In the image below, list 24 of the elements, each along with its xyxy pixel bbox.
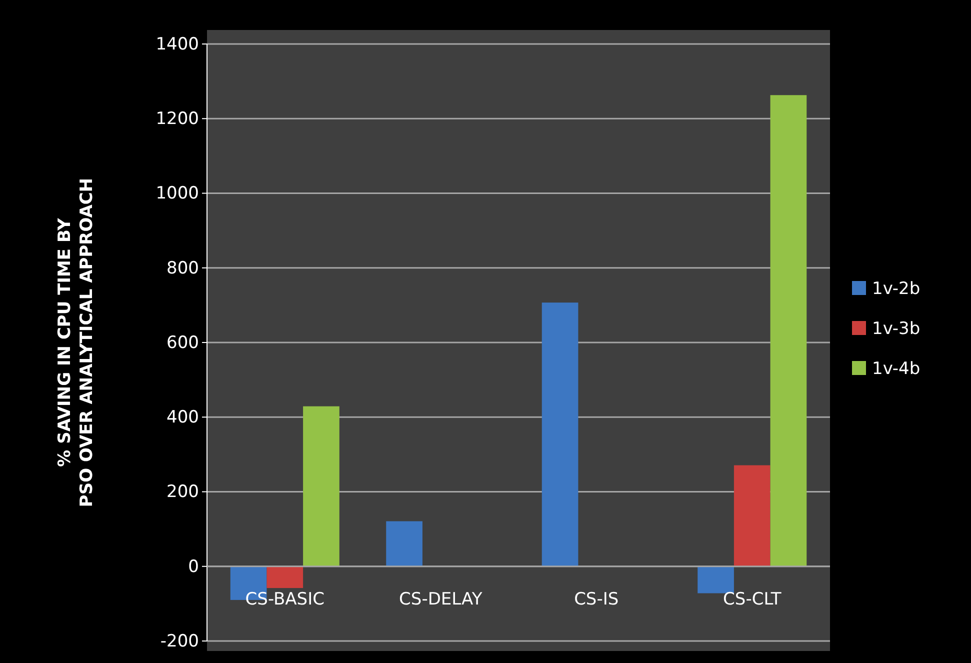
bar bbox=[266, 566, 304, 588]
y-tick-label: 1200 bbox=[156, 109, 199, 130]
y-tick-label: 800 bbox=[166, 258, 199, 278]
y-tick-label: -200 bbox=[160, 631, 199, 652]
y-tick-label: 0 bbox=[188, 556, 199, 577]
y-tick-label: 1400 bbox=[156, 34, 199, 54]
bar bbox=[303, 406, 340, 566]
bar bbox=[734, 465, 770, 566]
bar bbox=[698, 566, 734, 594]
y-tick-label: 200 bbox=[166, 482, 199, 502]
bar bbox=[386, 521, 422, 566]
y-tick-label: 600 bbox=[166, 332, 199, 353]
y-axis-title: % SAVING IN CPU TIME BY PSO OVER ANALYTICAL APPROACH bbox=[55, 178, 97, 508]
legend-label: 1v-3b bbox=[872, 319, 920, 339]
x-tick-label: CS-CLT bbox=[723, 589, 782, 610]
bar bbox=[770, 95, 807, 566]
x-tick-label: CS-IS bbox=[574, 589, 619, 610]
x-tick-label: CS-DELAY bbox=[399, 589, 483, 610]
bar bbox=[542, 302, 578, 566]
legend-label: 1v-4b bbox=[872, 359, 920, 379]
y-tick-label: 400 bbox=[166, 408, 199, 428]
y-tick-label: 1000 bbox=[156, 184, 199, 204]
legend-label: 1v-2b bbox=[872, 279, 920, 299]
x-tick-label: CS-BASIC bbox=[245, 589, 324, 610]
